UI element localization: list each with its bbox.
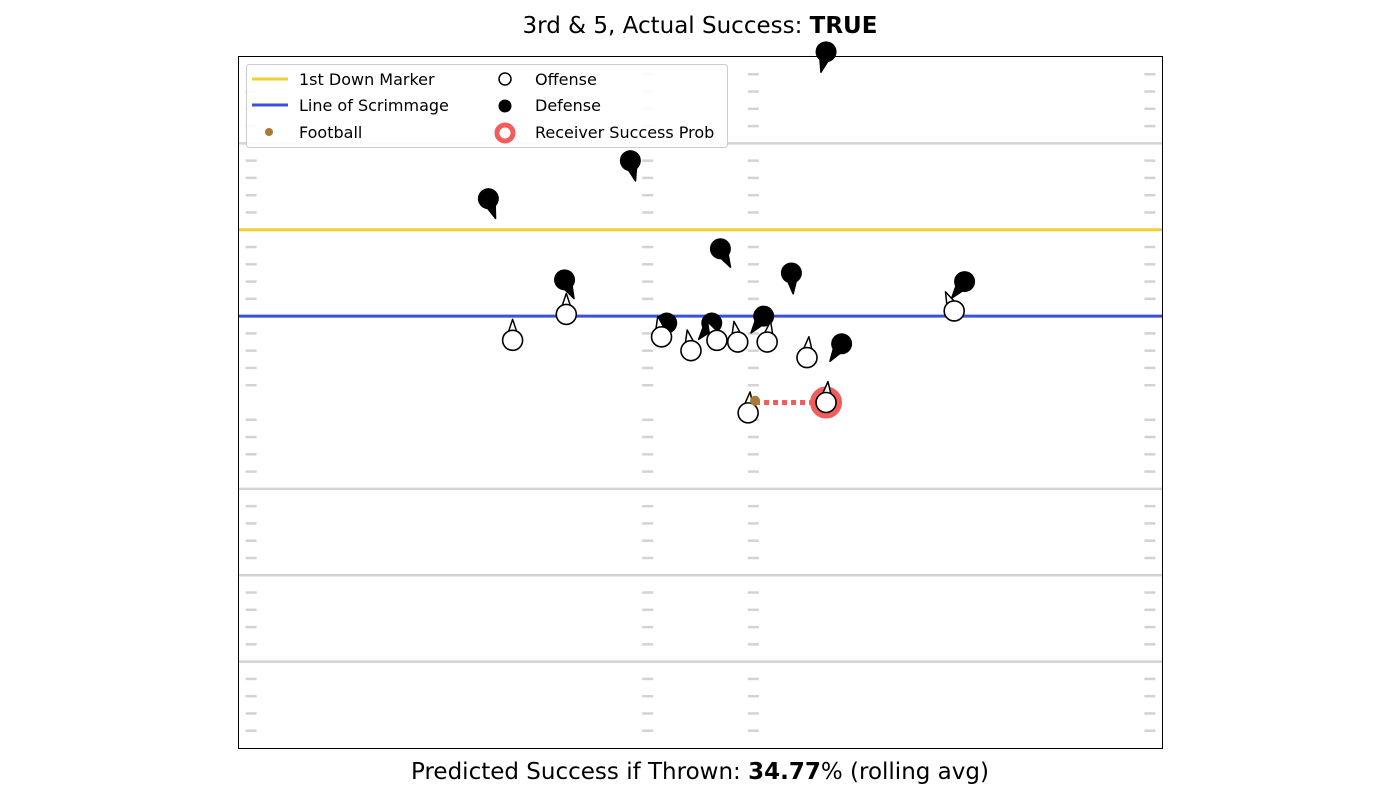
players	[477, 41, 976, 424]
defense-player	[954, 271, 976, 293]
defense-player	[554, 269, 576, 291]
legend-box	[246, 64, 728, 148]
offense-player	[680, 339, 702, 362]
legend-football-label: Football	[299, 123, 362, 142]
offense-player	[555, 303, 578, 326]
offense-player	[943, 300, 965, 322]
legend-football-swatch	[265, 128, 273, 136]
offense-player	[726, 331, 749, 353]
legend-defense-swatch	[498, 99, 512, 113]
football	[750, 395, 761, 406]
offense-player	[756, 331, 778, 353]
legend-receiver-swatch	[494, 122, 516, 144]
legend: 1st Down Marker Line of Scrimmage Footba…	[246, 64, 728, 148]
title-value: TRUE	[809, 13, 878, 39]
defense-player	[815, 41, 837, 63]
legend-receiver-label: Receiver Success Prob	[535, 123, 714, 142]
footer-suffix: % (rolling avg)	[820, 759, 989, 785]
defense-player	[619, 150, 641, 172]
offense-player	[796, 346, 818, 369]
legend-first-down-label: 1st Down Marker	[299, 70, 435, 89]
defense-player	[701, 312, 723, 334]
offense-player	[706, 329, 728, 352]
legend-offense-label: Offense	[535, 70, 597, 89]
defense-player	[753, 305, 775, 327]
defense-player	[709, 238, 731, 260]
offense-player	[501, 329, 524, 352]
offense-player	[737, 402, 759, 424]
legend-defense-label: Defense	[535, 96, 601, 115]
predicted-success-caption: Predicted Success if Thrown: 34.77% (rol…	[0, 759, 1400, 785]
plot-frame	[238, 56, 1163, 749]
legend-scrimmage-label: Line of Scrimmage	[299, 96, 449, 115]
footer-prefix: Predicted Success if Thrown:	[411, 759, 749, 785]
title-prefix: 3rd & 5, Actual Success:	[522, 13, 810, 39]
defense-player	[831, 333, 853, 355]
offense-player	[815, 391, 837, 414]
legend-offense-swatch	[498, 72, 512, 86]
chart-title: 3rd & 5, Actual Success: TRUE	[0, 13, 1400, 39]
defense-player	[780, 262, 802, 284]
offense-player	[650, 326, 673, 348]
defense-player	[477, 188, 499, 210]
predicted-success-value: 34.77	[748, 759, 821, 785]
